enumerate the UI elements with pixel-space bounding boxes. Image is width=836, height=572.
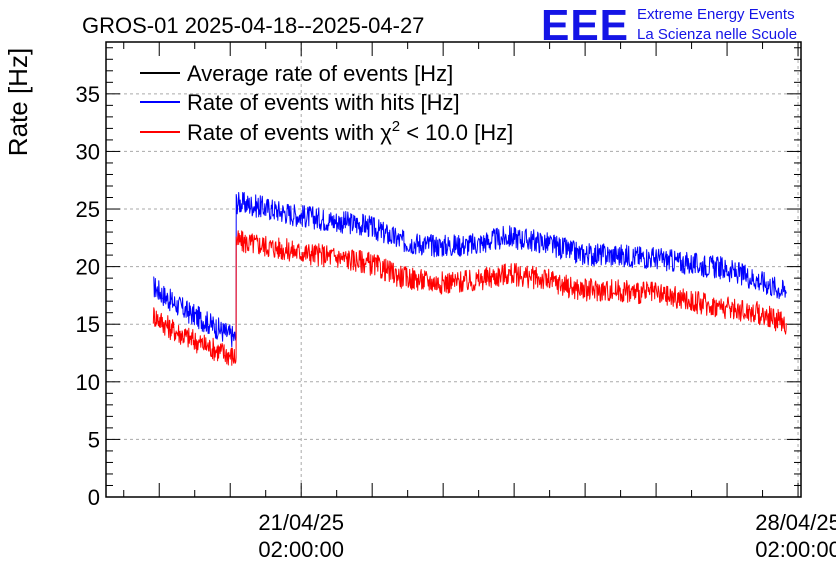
logo-line-1: Extreme Energy Events [637,6,795,23]
series-line-chi2 [152,230,787,366]
chart-title: GROS-01 2025-04-18--2025-04-27 [82,13,424,38]
y-tick-label: 20 [76,255,100,280]
y-tick-label: 25 [76,197,100,222]
y-tick-label: 15 [76,312,100,337]
series-group [152,192,787,366]
series-line-hits [153,192,787,348]
y-axis-title: Rate [Hz] [3,48,33,156]
x-tick-label-date: 28/04/25 [755,510,836,535]
y-tick-label: 5 [88,427,100,452]
y-tick-label: 0 [88,485,100,510]
x-tick-label-time: 02:00:00 [755,537,836,562]
axes: 0510152025303521/04/2502:00:0028/04/2502… [76,41,836,562]
logo-line-2: La Scienza nelle Scuole [637,26,797,43]
legend-label-hits: Rate of events with hits [Hz] [187,90,460,115]
y-tick-label: 10 [76,370,100,395]
grid-lines [106,42,801,497]
legend-label-average: Average rate of events [Hz] [187,61,453,86]
legend-label-chi2: Rate of events with χ2 < 10.0 [Hz] [187,118,513,145]
y-tick-label: 35 [76,82,100,107]
eee-logo: EEE Extreme Energy Events La Scienza nel… [541,1,797,50]
legend: Average rate of events [Hz] Rate of event… [140,61,513,145]
x-tick-label-date: 21/04/25 [258,510,344,535]
plot-frame [105,41,802,498]
x-tick-label-time: 02:00:00 [258,537,344,562]
y-tick-label: 30 [76,139,100,164]
